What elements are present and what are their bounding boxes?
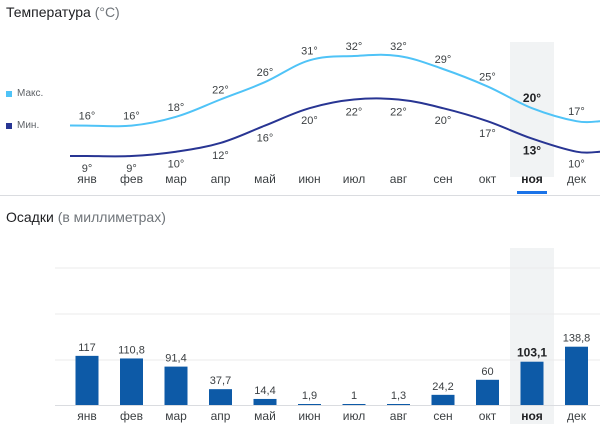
- min-temp-label: 22°: [346, 106, 363, 118]
- precip-value-label: 91,4: [165, 353, 186, 365]
- month-label-temp[interactable]: мар: [165, 172, 187, 186]
- precip-bar: [431, 394, 455, 405]
- month-label-temp[interactable]: апр: [211, 172, 231, 186]
- precip-value-label: 117: [78, 342, 96, 354]
- precip-bar: [342, 404, 366, 405]
- temperature-title-text: Температура: [6, 4, 91, 20]
- max-temp-label: 17°: [568, 106, 585, 118]
- month-label-temp[interactable]: июн: [298, 172, 320, 186]
- precip-bar: [298, 404, 321, 405]
- month-label-temp[interactable]: сен: [433, 172, 452, 186]
- min-temp-label: 10°: [168, 159, 185, 171]
- precip-bar: [520, 361, 544, 405]
- month-label-temp[interactable]: дек: [567, 172, 587, 186]
- month-label-temp[interactable]: фев: [120, 172, 143, 186]
- max-temp-label: 22°: [212, 84, 229, 96]
- min-temperature-line: [69, 97, 600, 158]
- precip-value-label: 1: [351, 390, 357, 402]
- min-temp-label: 22°: [390, 106, 407, 118]
- min-temp-label: 17°: [479, 128, 496, 140]
- precip-bar: [387, 404, 410, 405]
- max-temp-label: 16°: [123, 111, 140, 123]
- precipitation-title: Осадки (в миллиметрах): [6, 209, 166, 225]
- selected-month-highlight-temp: [510, 42, 554, 177]
- max-temp-label: 32°: [346, 41, 363, 53]
- precip-value-label: 1,9: [302, 390, 317, 402]
- max-temp-label: 16°: [79, 111, 96, 123]
- precip-bar: [253, 398, 277, 405]
- min-temp-label: 16°: [257, 133, 274, 145]
- max-temp-label: 31°: [301, 45, 318, 57]
- min-temp-label: 12°: [212, 150, 229, 162]
- precip-bar: [565, 346, 588, 405]
- max-temp-label: 25°: [479, 71, 496, 83]
- min-temp-label: 13°: [523, 144, 541, 158]
- month-label-precip[interactable]: мар: [165, 409, 187, 423]
- min-temp-label: 20°: [301, 115, 318, 127]
- precip-value-label: 138,8: [563, 333, 591, 345]
- month-label-precip[interactable]: апр: [211, 409, 231, 423]
- precip-value-label: 103,1: [517, 346, 547, 360]
- precip-value-label: 60: [481, 366, 493, 378]
- precip-bar: [476, 379, 499, 405]
- legend-min-label: Мин.: [17, 120, 40, 131]
- max-temp-label: 26°: [257, 67, 274, 79]
- legend-max: Макс.: [6, 88, 43, 99]
- precip-value-label: 37,7: [210, 375, 231, 387]
- precip-value-label: 110,8: [118, 344, 145, 356]
- month-label-precip[interactable]: май: [254, 409, 276, 423]
- selected-month-indicator: [517, 191, 547, 194]
- month-label-precip[interactable]: окт: [479, 409, 497, 423]
- month-label-temp[interactable]: ноя: [521, 172, 542, 186]
- month-label-precip[interactable]: сен: [433, 409, 452, 423]
- max-temp-label: 32°: [390, 41, 407, 53]
- precipitation-unit: (в миллиметрах): [57, 209, 166, 225]
- legend-min-swatch: [6, 122, 12, 129]
- precip-value-label: 1,3: [391, 390, 406, 402]
- max-temp-label: 18°: [168, 102, 185, 114]
- month-label-precip[interactable]: авг: [390, 409, 408, 423]
- month-label-precip[interactable]: фев: [120, 409, 143, 423]
- temperature-unit: (°C): [94, 4, 120, 20]
- precip-bar: [75, 355, 99, 405]
- month-label-temp[interactable]: июл: [343, 172, 365, 186]
- month-label-temp[interactable]: май: [254, 172, 276, 186]
- max-temp-label: 29°: [435, 54, 452, 66]
- month-label-temp[interactable]: окт: [479, 172, 497, 186]
- month-label-precip[interactable]: янв: [77, 409, 97, 423]
- max-temperature-line: [69, 53, 600, 128]
- legend-min: Мин.: [6, 120, 39, 131]
- max-temp-label: 20°: [523, 91, 541, 105]
- section-divider: [0, 195, 600, 196]
- month-label-precip[interactable]: июл: [343, 409, 365, 423]
- precip-bar: [164, 366, 188, 405]
- precip-value-label: 14,4: [254, 385, 275, 397]
- month-label-precip[interactable]: дек: [567, 409, 587, 423]
- month-label-precip[interactable]: ноя: [521, 409, 542, 423]
- month-label-temp[interactable]: авг: [390, 172, 408, 186]
- precip-bar: [120, 358, 143, 405]
- min-temp-label: 9°: [82, 163, 93, 175]
- min-temp-label: 10°: [568, 159, 585, 171]
- precip-bar: [209, 389, 232, 405]
- legend-max-label: Макс.: [17, 88, 44, 99]
- month-label-precip[interactable]: июн: [298, 409, 320, 423]
- temperature-title: Температура (°C): [6, 4, 120, 20]
- min-temp-label: 9°: [126, 163, 137, 175]
- precip-value-label: 24,2: [432, 381, 453, 393]
- month-label-temp[interactable]: янв: [77, 172, 97, 186]
- precipitation-title-text: Осадки: [6, 209, 54, 225]
- min-temp-label: 20°: [435, 115, 452, 127]
- legend-max-swatch: [6, 90, 12, 97]
